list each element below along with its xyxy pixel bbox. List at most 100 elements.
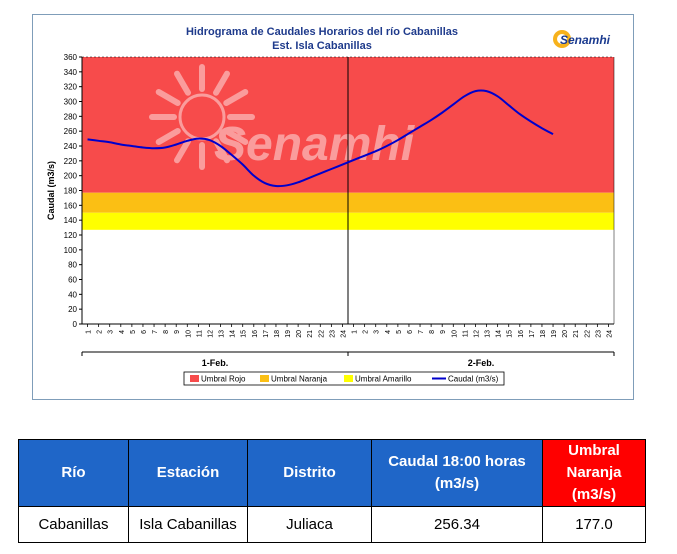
y-tick-label: 100: [64, 246, 78, 255]
x-tick-label: 2: [363, 330, 370, 334]
x-tick-label: 23: [329, 330, 336, 338]
x-tick-label: 7: [152, 330, 159, 334]
table-row: Cabanillas Isla Cabanillas Juliaca 256.3…: [18, 506, 646, 543]
y-tick-label: 200: [64, 172, 78, 181]
x-tick-label: 9: [440, 330, 447, 334]
x-tick-label: 8: [429, 330, 436, 334]
x-tick-label: 3: [374, 330, 381, 334]
cell-estacion: Isla Cabanillas: [128, 506, 248, 543]
cell-rio: Cabanillas: [18, 506, 129, 543]
station-table: Río Estación Distrito Caudal 18:00 horas…: [18, 439, 646, 543]
x-tick-label: 15: [507, 330, 514, 338]
x-tick-label: 24: [340, 330, 347, 338]
x-tick-label: 1: [352, 330, 359, 334]
x-tick-label: 21: [307, 330, 314, 338]
y-tick-label: 120: [64, 231, 78, 240]
watermark: Senamhi: [149, 64, 416, 171]
watermark-ray: [155, 89, 181, 106]
x-tick-label: 17: [263, 330, 270, 338]
y-tick-label: 60: [68, 276, 77, 285]
x-tick-label: 6: [141, 330, 148, 334]
legend-swatch: [344, 375, 353, 382]
x-tick-label: 7: [418, 330, 425, 334]
table-header-row: Río Estación Distrito Caudal 18:00 horas…: [18, 439, 646, 507]
x-tick-label: 12: [473, 330, 480, 338]
y-tick-label: 20: [68, 305, 77, 314]
legend-label-1: Umbral Naranja: [271, 375, 328, 384]
cell-distrito: Juliaca: [247, 506, 372, 543]
x-tick-label: 4: [119, 330, 126, 334]
y-tick-label: 140: [64, 216, 78, 225]
series-line-caudal: [87, 89, 554, 188]
watermark-ray: [174, 70, 191, 96]
x-tick-label: 21: [573, 330, 580, 338]
y-tick-label: 340: [64, 68, 78, 77]
header-caudal: Caudal 18:00 horas (m3/s): [371, 439, 543, 507]
chart-subtitle: Est. Isla Cabanillas: [272, 40, 372, 52]
watermark-ray: [174, 138, 191, 164]
y-tick-label: 320: [64, 83, 78, 92]
x-tick-label: 2: [97, 330, 104, 334]
y-tick-label: 360: [64, 53, 78, 62]
cell-umbral: 177.0: [542, 506, 646, 543]
x-tick-label: 16: [252, 330, 259, 338]
watermark-ray: [213, 70, 230, 96]
y-tick-label: 220: [64, 157, 78, 166]
group-label: 2-Feb.: [468, 358, 495, 368]
y-tick-label: 80: [68, 261, 77, 270]
x-tick-label: 19: [285, 330, 292, 338]
y-tick-label: 0: [73, 320, 78, 329]
x-tick-label: 19: [551, 330, 558, 338]
x-tick-label: 1: [86, 330, 93, 334]
x-tick-label: 13: [485, 330, 492, 338]
x-tick-label: 16: [518, 330, 525, 338]
x-tick-label: 3: [108, 330, 115, 334]
x-tick-label: 14: [496, 330, 503, 338]
senamhi-logo-text: Senamhi: [560, 33, 611, 47]
x-tick-label: 18: [274, 330, 281, 338]
y-tick-label: 160: [64, 201, 78, 210]
x-tick-label: 18: [540, 330, 547, 338]
hydrograph-chart: Hidrograma de Caudales Horarios del río …: [46, 26, 615, 386]
legend-label-2: Umbral Amarillo: [355, 375, 412, 384]
x-tick-label: 11: [462, 330, 469, 337]
x-tick-label: 6: [407, 330, 414, 334]
y-tick-label: 180: [64, 187, 78, 196]
x-tick-label: 20: [296, 330, 303, 338]
legend-label-0: Umbral Rojo: [201, 375, 246, 384]
x-tick-label: 13: [219, 330, 226, 338]
x-tick-label: 12: [207, 330, 214, 338]
cell-caudal: 256.34: [371, 506, 543, 543]
x-tick-label: 17: [529, 330, 536, 338]
header-distrito: Distrito: [247, 439, 372, 507]
x-tick-label: 20: [562, 330, 569, 338]
watermark-ray: [223, 128, 249, 145]
legend-swatch: [260, 375, 269, 382]
legend-label-3: Caudal (m3/s): [448, 375, 499, 384]
x-tick-label: 22: [584, 330, 591, 338]
x-tick-label: 9: [174, 330, 181, 334]
chart-title: Hidrograma de Caudales Horarios del río …: [186, 26, 458, 38]
x-tick-label: 14: [230, 330, 237, 338]
watermark-text: Senamhi: [214, 118, 416, 171]
y-tick-label: 240: [64, 142, 78, 151]
y-tick-label: 40: [68, 290, 77, 299]
group-label: 1-Feb.: [202, 358, 229, 368]
legend-swatch: [190, 375, 199, 382]
x-tick-label: 11: [196, 330, 203, 337]
header-rio: Río: [18, 439, 129, 507]
x-tick-label: 5: [396, 330, 403, 334]
y-tick-label: 280: [64, 112, 78, 121]
header-estacion: Estación: [128, 439, 248, 507]
x-tick-label: 8: [163, 330, 170, 334]
x-tick-label: 23: [595, 330, 602, 338]
watermark-ray: [223, 89, 249, 106]
x-tick-label: 22: [318, 330, 325, 338]
x-tick-label: 15: [241, 330, 248, 338]
x-tick-label: 10: [185, 330, 192, 338]
y-tick-label: 300: [64, 98, 78, 107]
senamhi-logo: Senamhi: [553, 30, 611, 48]
x-tick-label: 4: [385, 330, 392, 334]
header-umbral-naranja: Umbral Naranja (m3/s): [542, 439, 646, 507]
watermark-ray: [155, 128, 181, 145]
